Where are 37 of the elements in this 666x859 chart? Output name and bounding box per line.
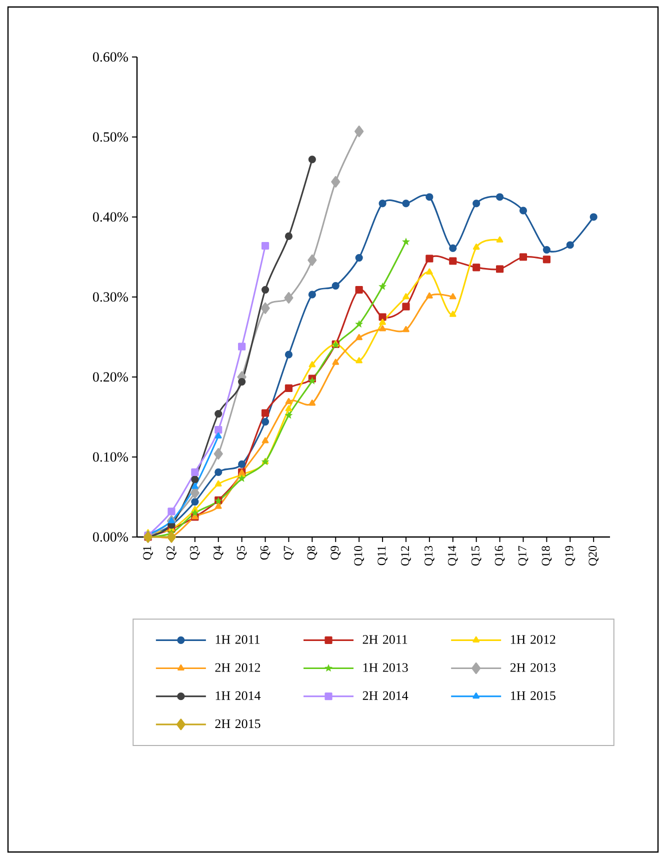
x-tick-label: Q19 xyxy=(565,546,576,566)
x-tick-label: Q16 xyxy=(494,546,505,566)
legend-label: 2H 2015 xyxy=(215,719,260,728)
legend-label: 1H 2011 xyxy=(216,635,260,644)
x-tick-label: Q14 xyxy=(448,546,458,566)
x-tick-label: Q11 xyxy=(378,546,388,566)
x-tick-label: Q17 xyxy=(518,546,528,566)
legend-label: 1H 2015 xyxy=(511,691,556,700)
legend-label: 2H 2011 xyxy=(362,635,408,644)
x-tick-label: Q20 xyxy=(588,546,599,566)
x-tick-label: Q18 xyxy=(542,546,552,566)
x-tick-label: Q10 xyxy=(354,546,364,566)
x-tick-label: Q5 xyxy=(236,546,247,560)
x-tick-label: Q12 xyxy=(401,546,411,566)
x-tick-label: Q1 xyxy=(143,546,153,560)
legend-label: 1H 2013 xyxy=(363,663,408,672)
y-tick-label: 0.50% xyxy=(92,132,128,142)
x-tick-label: Q7 xyxy=(284,546,294,560)
legend-label: 2H 2012 xyxy=(215,663,260,672)
x-tick-label: Q8 xyxy=(307,546,318,560)
x-tick-label: Q2 xyxy=(166,546,176,560)
x-tick-label: Q4 xyxy=(213,546,224,560)
y-tick-label: 0.10% xyxy=(92,452,128,462)
x-tick-label: Q15 xyxy=(471,546,482,566)
legend-label: 2H 2013 xyxy=(510,663,556,672)
y-tick-label: 0.60% xyxy=(92,52,128,62)
y-tick-label: 0.30% xyxy=(92,292,128,302)
x-tick-label: Q6 xyxy=(260,546,270,560)
y-tick-label: 0.40% xyxy=(92,212,128,222)
x-tick-label: Q9 xyxy=(330,546,341,560)
legend-label: 2H 2014 xyxy=(362,691,408,700)
y-tick-label: 0.00% xyxy=(92,532,128,542)
x-tick-label: Q3 xyxy=(190,546,200,560)
legend-label: 1H 2012 xyxy=(511,635,556,644)
legend-label: 1H 2014 xyxy=(216,691,261,700)
x-tick-label: Q13 xyxy=(424,546,434,566)
y-tick-label: 0.20% xyxy=(92,372,128,382)
